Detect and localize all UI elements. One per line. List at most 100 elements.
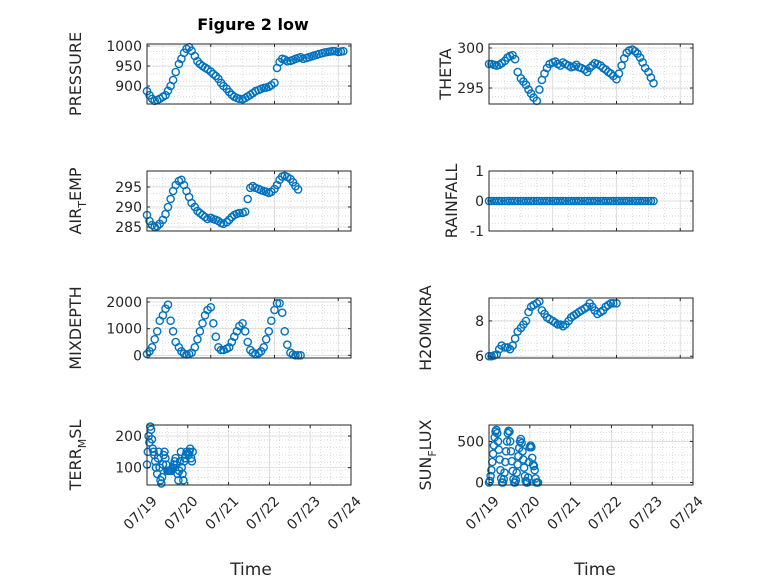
- y-tick-label: 285: [115, 220, 142, 236]
- series-air-temp: [142, 171, 303, 232]
- data-point: [590, 196, 600, 206]
- data-point: [506, 446, 516, 456]
- data-point: [161, 209, 170, 219]
- y-axis-label: H2OMIXRA: [416, 285, 435, 371]
- x-tick-label: 07/22: [243, 493, 283, 533]
- y-tick-label: 300: [457, 41, 484, 57]
- data-point: [238, 318, 247, 328]
- data-point: [147, 434, 157, 444]
- data-point: [500, 468, 509, 478]
- data-point: [502, 437, 512, 446]
- y-tick-label: 500: [457, 434, 484, 450]
- y-tick-label: 1: [475, 164, 484, 180]
- data-point: [545, 196, 554, 206]
- data-point: [235, 208, 244, 218]
- data-point: [161, 453, 170, 463]
- data-point: [630, 46, 640, 56]
- data-point: [156, 479, 166, 488]
- data-point: [529, 461, 539, 471]
- panel-rainfall: 1 0 -1 RAINFALL: [442, 164, 694, 240]
- data-point: [211, 332, 221, 342]
- data-point: [644, 196, 653, 206]
- x-tick-label: 07/24: [325, 493, 365, 533]
- data-point: [195, 326, 205, 336]
- y-tick-label: 1000: [106, 322, 142, 338]
- data-point: [609, 298, 618, 308]
- data-point: [190, 342, 200, 352]
- data-point: [178, 475, 188, 485]
- y-axis-label: THETA: [436, 48, 455, 100]
- data-point: [157, 472, 167, 482]
- data-point: [588, 196, 597, 206]
- data-point: [558, 196, 568, 206]
- data-point: [270, 78, 279, 88]
- data-point: [266, 316, 276, 326]
- data-point: [216, 345, 226, 355]
- y-tick-label: 0: [475, 476, 484, 492]
- data-point: [222, 217, 231, 227]
- grid: [488, 425, 694, 485]
- y-tick-label: 950: [115, 59, 142, 75]
- y-tick-label: 290: [115, 200, 142, 216]
- data-point: [187, 456, 197, 466]
- data-point: [166, 316, 175, 326]
- data-point: [500, 343, 510, 352]
- data-point: [235, 94, 244, 104]
- data-point: [606, 196, 616, 206]
- x-tick-label: 07/22: [585, 493, 625, 533]
- data-point: [513, 196, 523, 206]
- x-tick-label: 07/21: [203, 493, 243, 533]
- data-point: [523, 478, 532, 487]
- data-point: [530, 465, 540, 475]
- x-tick-label: 07/20: [504, 493, 544, 533]
- x-tick-label: 07/23: [284, 493, 324, 533]
- figure-title: Figure 2 low: [197, 15, 309, 34]
- x-tick-label: 07/19: [463, 493, 503, 533]
- y-tick-label: 0: [133, 348, 142, 364]
- x-tick-label: 07/20: [162, 493, 202, 533]
- data-point: [174, 59, 184, 69]
- axes-box: [146, 170, 352, 232]
- data-point: [264, 326, 274, 336]
- y-tick-label: 900: [115, 79, 142, 95]
- data-point: [516, 434, 526, 444]
- x-tick-label: 07/19: [121, 493, 161, 533]
- data-point: [588, 61, 597, 70]
- axes-box: [146, 424, 352, 486]
- data-point: [617, 61, 626, 70]
- data-point: [227, 337, 237, 347]
- data-point: [188, 447, 197, 457]
- data-point: [240, 326, 250, 336]
- series-sun-flux: [484, 425, 543, 487]
- data-point: [498, 478, 508, 487]
- data-point: [280, 326, 290, 336]
- data-point: [646, 196, 656, 206]
- x-tick-label: 07/24: [667, 493, 707, 533]
- data-point: [261, 334, 271, 344]
- data-point: [512, 468, 522, 478]
- data-point: [519, 463, 529, 473]
- data-point: [243, 194, 252, 204]
- data-point: [259, 342, 269, 352]
- y-tick-label: 6: [475, 349, 484, 365]
- data-point: [296, 350, 305, 360]
- y-tick-label: 0: [475, 194, 484, 210]
- series-mixdepth: [142, 298, 305, 360]
- data-point: [521, 80, 531, 90]
- data-point: [609, 196, 618, 206]
- y-tick-label: 2000: [106, 295, 142, 311]
- data-point: [487, 465, 496, 475]
- data-point: [508, 466, 518, 476]
- data-point: [206, 302, 216, 312]
- data-point: [151, 463, 161, 472]
- data-point: [168, 326, 178, 336]
- data-point: [198, 318, 207, 328]
- y-axis-label: SUNFLUX: [416, 419, 439, 490]
- data-point: [556, 196, 565, 206]
- y-tick-label: -1: [470, 224, 484, 240]
- data-point: [622, 196, 632, 206]
- data-point: [640, 196, 650, 206]
- data-point: [504, 426, 513, 436]
- data-point: [649, 78, 658, 88]
